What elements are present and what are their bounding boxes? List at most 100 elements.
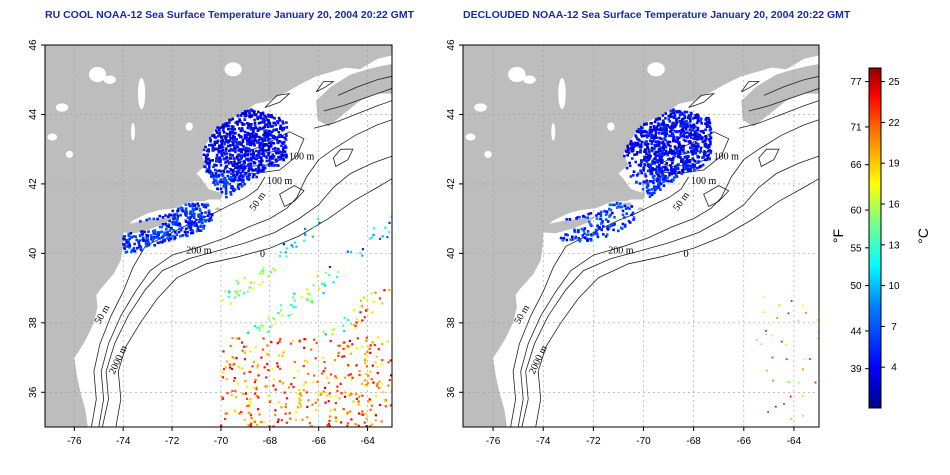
sst-pixel [236,382,239,385]
sst-pixel [262,266,265,269]
sst-pixel [640,145,643,149]
sst-pixel [223,368,226,371]
sst-pixel [277,116,281,120]
sst-pixel [696,119,700,123]
sst-pixel [346,411,349,414]
sst-pixel [130,250,133,254]
sst-pixel [303,239,306,242]
sst-pixel [349,410,352,413]
sst-pixel [682,120,686,124]
sst-pixel [274,123,278,127]
sst-pixel [204,220,207,223]
sst-pixel [242,148,246,151]
sst-pixel [690,112,693,116]
sst-pixel [366,345,369,349]
sst-pixel [223,142,226,146]
sst-pixel [229,137,232,140]
sst-pixel [631,142,634,145]
sst-pixel [322,370,325,373]
sst-pixel [682,148,685,151]
sst-pixel [360,382,363,385]
sst-pixel [282,128,285,131]
sst-pixel [345,413,349,416]
sst-pixel [125,240,128,244]
sst-pixel [767,411,769,413]
sst-pixel [655,140,658,143]
sst-pixel [225,190,228,193]
sst-pixel [123,243,126,246]
sst-pixel [361,248,364,251]
sst-pixel [280,406,283,409]
sst-pixel [252,360,256,364]
sst-pixel [672,136,676,139]
sst-pixel [693,129,697,133]
sst-pixel [672,150,675,153]
sst-pixel [789,395,792,398]
sst-pixel [381,343,384,346]
sst-pixel [602,233,605,236]
sst-pixel [278,380,281,383]
sst-pixel [695,121,699,125]
sst-pixel [258,283,261,286]
sst-pixel [241,367,244,370]
sst-pixel [261,280,264,284]
sst-pixel [229,302,232,305]
sst-pixel [680,119,683,123]
sst-pixel [676,152,680,155]
sst-pixel [690,143,694,147]
sst-pixel [653,120,657,124]
sst-pixel [282,243,285,246]
sst-pixel [654,118,658,121]
sst-pixel [224,366,227,369]
sst-pixel [613,203,616,207]
sst-pixel [246,152,250,156]
sst-pixel [274,388,277,391]
sst-pixel [629,175,633,178]
sst-pixel [655,125,659,128]
sst-pixel [154,236,157,239]
sst-pixel [267,353,270,356]
sst-pixel [276,342,279,345]
sst-pixel [648,150,651,154]
sst-pixel [219,180,222,183]
sst-pixel [300,296,303,299]
sst-pixel [280,150,284,154]
sst-pixel [629,142,632,146]
sst-pixel [181,234,184,237]
sst-pixel [136,246,139,250]
sst-pixel [260,159,263,162]
sst-pixel [683,122,687,126]
sst-pixel [232,127,235,131]
sst-pixel [215,156,219,159]
sst-pixel [388,378,391,382]
sst-pixel [232,168,235,172]
sst-pixel [361,394,364,397]
right-lakes [465,62,665,158]
sst-pixel [691,157,695,160]
fahrenheit-tick-label: 60 [850,206,862,217]
sst-pixel [674,147,677,151]
sst-pixel [329,373,332,376]
sst-pixel [262,420,265,423]
lon-tick-label: -74 [536,436,551,447]
sst-pixel [669,115,673,118]
sst-pixel [692,124,696,127]
sst-pixel [692,126,696,129]
lake [137,77,146,110]
sst-pixel [251,149,255,152]
sst-pixel [682,130,685,133]
sst-pixel [304,227,307,230]
sst-pixel [260,142,263,145]
sst-pixel [677,145,681,149]
sst-pixel [624,207,628,210]
sst-pixel [284,153,288,156]
sst-pixel [654,157,657,160]
sst-pixel [328,274,331,277]
sst-pixel [306,299,309,302]
sst-pixel [390,390,392,393]
sst-pixel [336,275,339,279]
sst-pixel [780,340,783,343]
sst-pixel [127,239,130,243]
sst-pixel [628,207,631,211]
sst-pixel [631,149,635,152]
